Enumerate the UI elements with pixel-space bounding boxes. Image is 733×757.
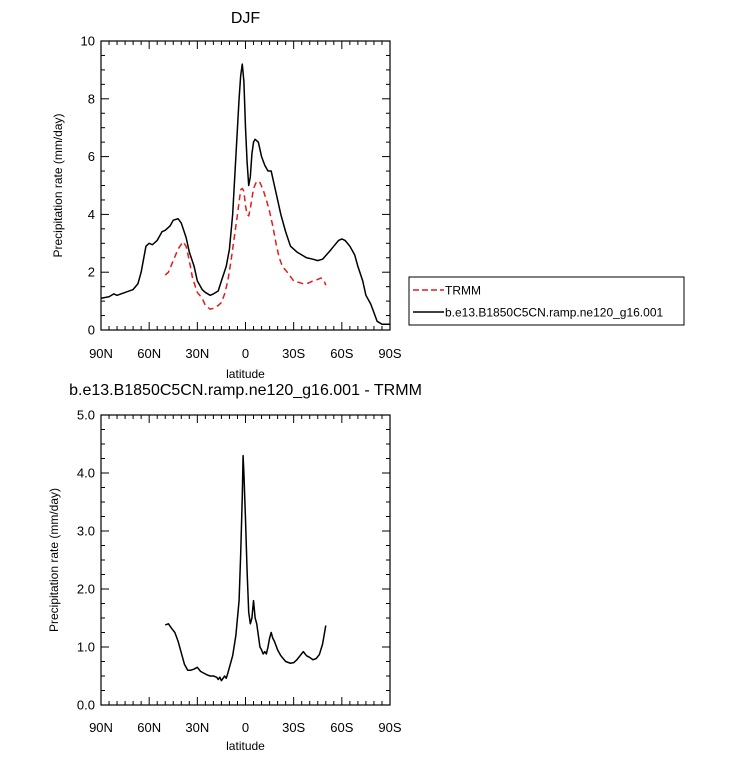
y-tick-label: 2 xyxy=(88,265,95,280)
y-tick-label: 5.0 xyxy=(77,408,95,423)
y-tick-label: 1.0 xyxy=(77,640,95,655)
x-tick-label: 60S xyxy=(330,720,353,735)
y-tick-label: 4.0 xyxy=(77,466,95,481)
x-tick-label: 30N xyxy=(185,346,209,361)
x-tick-label: 60N xyxy=(137,720,161,735)
x-tick-label: 60N xyxy=(137,346,161,361)
x-tick-label: 0 xyxy=(242,346,249,361)
plot-frame xyxy=(100,414,391,706)
x-tick-label: 30N xyxy=(185,720,209,735)
x-axis-label: latitude xyxy=(226,367,265,381)
y-tick-label: 10 xyxy=(81,34,95,49)
legend-box xyxy=(408,276,685,326)
y-tick-label: 2.0 xyxy=(77,582,95,597)
y-tick-label: 3.0 xyxy=(77,524,95,539)
y-tick-label: 4 xyxy=(88,207,95,222)
chart-title: DJF xyxy=(231,10,261,27)
y-tick-label: 0 xyxy=(88,323,95,338)
legend-label: TRMM xyxy=(445,284,481,298)
x-tick-label: 90N xyxy=(89,346,113,361)
x-tick-label: 30S xyxy=(282,720,305,735)
x-tick-label: 90S xyxy=(378,720,401,735)
chart-title: b.e13.B1850C5CN.ramp.ne120_g16.001 - TRM… xyxy=(69,382,422,399)
legend: TRMM b.e13.B1850C5CN.ramp.ne120_g16.001 xyxy=(408,276,685,326)
y-tick-label: 6 xyxy=(88,149,95,164)
series-line-model xyxy=(101,63,390,325)
x-tick-label: 60S xyxy=(330,346,353,361)
y-axis-label: Precipitation rate (mm/day) xyxy=(47,488,61,632)
x-tick-label: 90S xyxy=(378,346,401,361)
y-tick-label: 0.0 xyxy=(77,698,95,713)
y-tick-label: 8 xyxy=(88,91,95,106)
legend-label: b.e13.B1850C5CN.ramp.ne120_g16.001 xyxy=(445,306,663,320)
x-tick-label: 0 xyxy=(242,720,249,735)
series-line-trmm xyxy=(164,180,327,310)
series-line-difference xyxy=(164,454,327,682)
x-tick-label: 30S xyxy=(282,346,305,361)
plot-frame xyxy=(100,40,391,331)
x-axis-label: latitude xyxy=(226,739,265,753)
y-axis-label: Precipitation rate (mm/day) xyxy=(51,113,65,257)
x-tick-label: 90N xyxy=(89,720,113,735)
